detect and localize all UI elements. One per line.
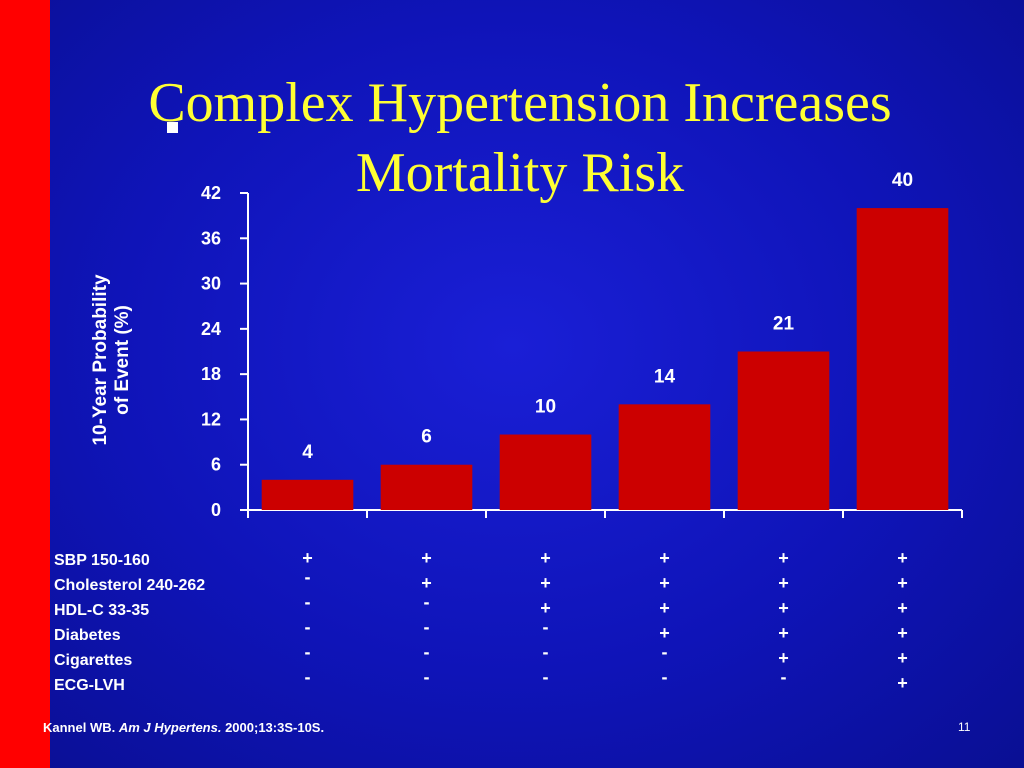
plus-mark: + — [659, 623, 670, 643]
bar-value-label: 4 — [302, 442, 313, 463]
plus-mark: + — [897, 573, 908, 593]
slide-title: Complex Hypertension Increases Mortality… — [70, 68, 970, 208]
minus-mark: - — [423, 667, 430, 687]
plus-mark: + — [897, 598, 908, 618]
plus-mark: + — [659, 548, 670, 568]
plus-mark: + — [421, 573, 432, 593]
plus-mark: + — [778, 598, 789, 618]
plus-mark: + — [897, 673, 908, 693]
minus-mark: - — [423, 642, 430, 662]
bar-value-label: 21 — [773, 314, 795, 335]
title-marker — [167, 122, 178, 133]
plus-mark: + — [778, 548, 789, 568]
minus-mark: - — [542, 667, 549, 687]
minus-mark: - — [661, 667, 668, 687]
bar-value-label: 6 — [421, 427, 432, 448]
plus-mark: + — [421, 548, 432, 568]
slide-number: 11 — [958, 720, 971, 734]
y-tick-label: 0 — [211, 500, 221, 520]
citation: Kannel WB. Am J Hypertens. 2000;13:3S-10… — [43, 720, 324, 735]
plus-mark: + — [540, 573, 551, 593]
minus-mark: - — [423, 617, 430, 637]
bar-value-label: 40 — [892, 170, 913, 191]
minus-mark: - — [780, 667, 787, 687]
condition-label: Cigarettes — [54, 652, 133, 669]
citation-ref: 2000;13:3S-10S. — [225, 720, 325, 735]
plus-mark: + — [540, 548, 551, 568]
bar — [499, 434, 592, 510]
minus-mark: - — [304, 667, 311, 687]
title-line-2: Mortality Risk — [355, 142, 685, 204]
y-tick-label: 18 — [201, 364, 221, 384]
citation-journal: Am J Hypertens. — [118, 720, 222, 735]
plus-mark: + — [659, 598, 670, 618]
minus-mark: - — [304, 567, 311, 587]
accent-strip — [0, 0, 50, 768]
bar — [618, 404, 711, 510]
citation-author: Kannel WB. — [43, 720, 116, 735]
minus-mark: - — [542, 642, 549, 662]
plus-mark: + — [778, 573, 789, 593]
condition-label: SBP 150-160 — [54, 552, 150, 569]
bar-value-label: 14 — [654, 366, 676, 387]
bar — [261, 479, 354, 510]
bar — [737, 351, 830, 510]
condition-label: ECG-LVH — [54, 677, 125, 694]
plus-mark: + — [897, 648, 908, 668]
plus-mark: + — [897, 548, 908, 568]
y-tick-label: 24 — [201, 319, 221, 339]
bar — [856, 208, 949, 510]
plus-mark: + — [778, 648, 789, 668]
minus-mark: - — [304, 642, 311, 662]
y-tick-label: 12 — [201, 409, 221, 429]
y-tick-label: 30 — [201, 274, 221, 294]
minus-mark: - — [542, 617, 549, 637]
condition-label: HDL-C 33-35 — [54, 602, 150, 619]
bar-value-label: 10 — [535, 397, 556, 418]
y-tick-label: 42 — [201, 183, 221, 203]
condition-label: Diabetes — [54, 627, 121, 644]
plus-mark: + — [540, 598, 551, 618]
minus-mark: - — [423, 592, 430, 612]
y-tick-label: 6 — [211, 455, 221, 475]
condition-labels: SBP 150-160 Cholesterol 240-262 HDL-C 33-3… — [54, 548, 205, 698]
y-tick-label: 36 — [201, 228, 221, 248]
plus-mark: + — [659, 573, 670, 593]
bar — [380, 464, 473, 510]
plus-mark: + — [897, 623, 908, 643]
minus-mark: - — [661, 642, 668, 662]
plus-mark: + — [302, 548, 313, 568]
title-line-1: Complex Hypertension Increases — [148, 72, 892, 134]
minus-mark: - — [304, 592, 311, 612]
condition-label: Cholesterol 240-262 — [54, 577, 206, 594]
plus-mark: + — [778, 623, 789, 643]
minus-mark: - — [304, 617, 311, 637]
